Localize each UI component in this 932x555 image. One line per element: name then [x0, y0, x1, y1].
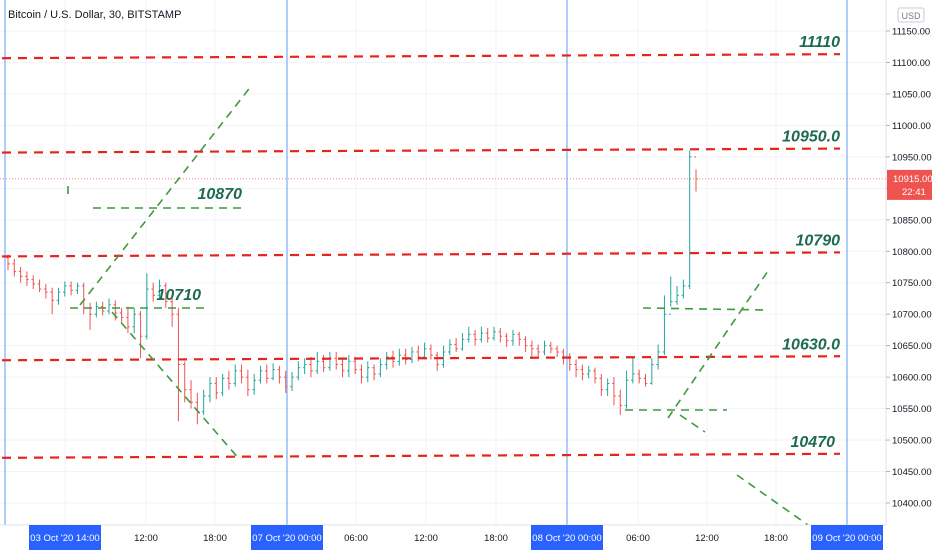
price-tick-label: 11000.00: [892, 121, 931, 132]
time-tick-label: 12:00: [414, 533, 438, 544]
trend-line: [79, 84, 253, 306]
time-tick-label: 03 Oct '20 14:00: [30, 533, 99, 544]
currency-badge: [897, 7, 925, 23]
time-tick-highlight: [251, 525, 323, 550]
time-tick-label: 12:00: [695, 533, 719, 544]
time-tick-highlight: [29, 525, 101, 550]
time-tick-label: 18:00: [203, 533, 227, 544]
time-tick-label: 07 Oct '20 00:00: [252, 533, 321, 544]
level-line: [1, 147, 841, 154]
time-tick-highlight: [531, 525, 603, 550]
time-axis: 03 Oct '20 14:00 12:00 18:00 07 Oct '20 00:…: [0, 524, 886, 550]
currency-label: USD: [901, 11, 921, 21]
price-tick-label: 10750.00: [892, 278, 932, 289]
level-lines: 11110 10950.0 10790 10630.0 10470: [0, 34, 886, 459]
time-tick-label: 12:00: [134, 533, 158, 544]
price-tick-label: 10800.00: [892, 247, 932, 258]
price-tick-label: 10550.00: [892, 404, 932, 415]
price-tick-label: 10650.00: [892, 341, 932, 352]
price-tick-label: 10700.00: [892, 310, 932, 321]
trend-line: [111, 311, 241, 461]
time-tick-label: 09 Oct '20 00:00: [812, 533, 881, 544]
countdown-label: 22:41: [902, 187, 926, 198]
trend-lines: 10870 10710: [67, 84, 809, 526]
level-line: [1, 53, 841, 60]
time-tick-label: 06:00: [344, 533, 368, 544]
price-axis: USD 10400.00 10450.00 10500.00 10550.00 10600…: [885, 0, 932, 550]
trend-line: [642, 307, 769, 311]
price-tick-label: 10500.00: [892, 436, 932, 447]
level-label: 10470: [791, 434, 836, 451]
price-tick-label: 10950.00: [892, 152, 932, 163]
price-tick-label: 10850.00: [892, 215, 932, 226]
chart-title: Bitcoin / U.S. Dollar, 30, BITSTAMP: [8, 9, 182, 21]
price-tick-label: 11150.00: [892, 27, 930, 38]
level-label: 10630.0: [782, 336, 840, 353]
price-axis-background: [886, 0, 932, 550]
candles: [6, 150, 698, 425]
trend-line: [667, 267, 771, 419]
time-tick-highlight: [811, 525, 883, 550]
annotation-label: 10710: [157, 287, 202, 304]
price-tick-label: 11100.00: [892, 58, 930, 69]
level-label: 11110: [799, 34, 840, 51]
level-line: [1, 355, 841, 362]
trend-line: [736, 474, 809, 526]
trend-line: [679, 414, 706, 433]
level-line: [1, 452, 841, 459]
annotation-label: 10870: [198, 186, 243, 203]
time-tick-label: 18:00: [764, 533, 788, 544]
time-axis-background: [0, 525, 886, 550]
price-tick-label: 10400.00: [892, 499, 932, 510]
time-tick-label: 06:00: [626, 533, 650, 544]
time-tick-label: 18:00: [484, 533, 508, 544]
price-tick-label: 10600.00: [892, 373, 932, 384]
time-tick-label: 08 Oct '20 00:00: [532, 533, 601, 544]
grid-lines: [0, 0, 886, 525]
date-separator-lines: [4, 0, 848, 525]
price-tick-label: 11050.00: [892, 89, 931, 100]
current-price-label: 10915.00: [893, 174, 932, 185]
level-label: 10790: [796, 232, 841, 249]
current-price-badge: [887, 169, 932, 200]
price-tick-label: 10450.00: [892, 467, 932, 478]
level-line: [1, 251, 841, 258]
level-label: 10950.0: [782, 129, 840, 146]
